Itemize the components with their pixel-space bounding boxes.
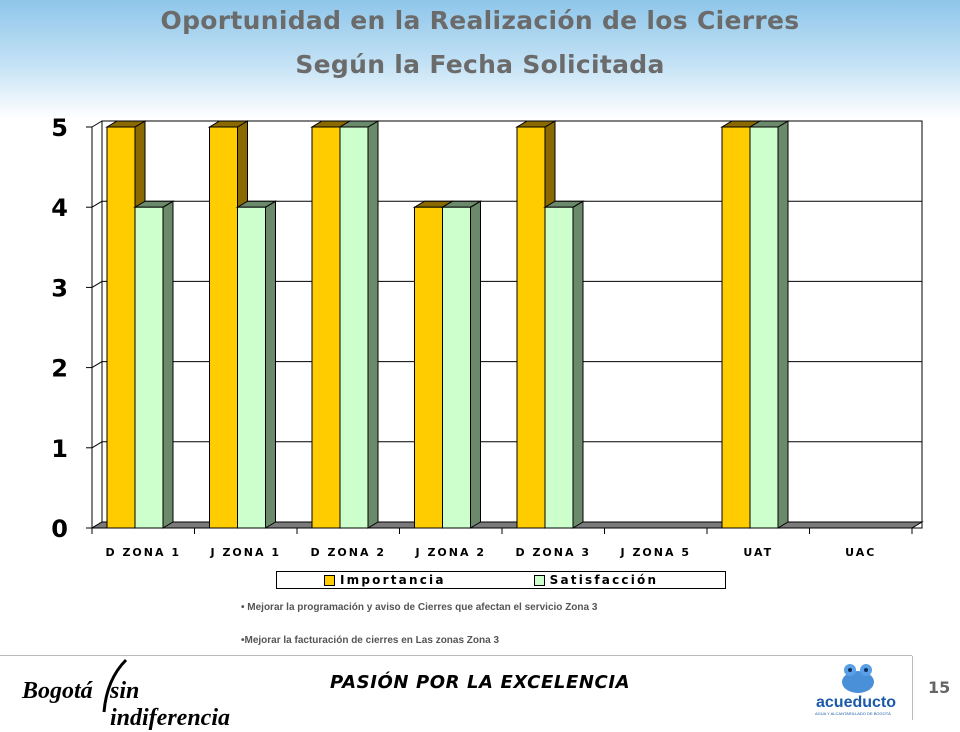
y-tick-label: 2 xyxy=(51,355,68,383)
x-category-label: J ZONA 5 xyxy=(620,546,691,559)
bar-importancia xyxy=(311,126,341,529)
slide-title-line1: Oportunidad en la Realización de los Cie… xyxy=(160,6,800,35)
bar-satisfacción xyxy=(339,126,369,529)
acueducto-wordmark: acueducto xyxy=(816,694,897,711)
footer-divider xyxy=(0,655,912,656)
page-number: 15 xyxy=(928,678,951,697)
slide-title-line2: Según la Fecha Solicitada xyxy=(295,50,665,79)
bar-satisfacción xyxy=(134,206,164,529)
gridline-side xyxy=(91,120,103,128)
bar-importancia xyxy=(414,206,443,529)
bogota-logo-tagline: sin indiferencia xyxy=(110,678,230,731)
x-category-label: D ZONA 1 xyxy=(106,546,182,559)
legend-item-satisfaccion: Satisfacción xyxy=(533,573,659,587)
gridline-side xyxy=(91,361,103,369)
gridline-side xyxy=(91,200,103,208)
bar-importancia xyxy=(721,126,751,529)
footer-vertical-divider xyxy=(912,656,913,720)
bar-side xyxy=(777,120,789,529)
acueducto-logo: acueducto AGUA Y ALCANTARILLADO DE BOGOT… xyxy=(812,660,902,716)
bar-satisfacción xyxy=(544,206,574,529)
bar-importancia xyxy=(209,126,238,529)
bar-side xyxy=(470,200,481,529)
x-category-label: UAT xyxy=(743,546,773,559)
gridline-side xyxy=(91,280,103,288)
bar-importancia xyxy=(106,126,136,529)
y-tick-label: 5 xyxy=(51,114,68,142)
bar-side xyxy=(265,200,276,529)
bar-satisfacción xyxy=(237,206,266,529)
bogota-logo: Bogotá sin indiferencia xyxy=(22,658,242,731)
bar-satisfacción xyxy=(749,126,779,529)
bar-importancia xyxy=(516,126,546,529)
bogota-logo-word: Bogotá xyxy=(22,678,93,704)
bar-side xyxy=(572,200,584,529)
frog-icon xyxy=(842,664,874,693)
bar-side xyxy=(367,120,379,529)
y-tick-label: 4 xyxy=(51,194,68,222)
note-1: • Mejorar la programación y aviso de Cie… xyxy=(241,602,598,613)
x-category-label: J ZONA 2 xyxy=(415,546,486,559)
acueducto-subtitle: AGUA Y ALCANTARILLADO DE BOGOTÁ xyxy=(815,711,891,716)
footer-slogan: PASIÓN POR LA EXCELENCIA xyxy=(330,672,631,693)
y-tick-label: 3 xyxy=(51,274,68,302)
bar-chart: 0 1 2 3 4 5 D ZONA 1 J ZONA 1 D ZONA 2 J ZONA 2 D … xyxy=(51,114,924,559)
bar-side xyxy=(162,200,174,529)
gridline-side xyxy=(91,441,103,449)
bar-satisfacción xyxy=(442,206,471,529)
header-band xyxy=(0,0,960,118)
y-tick-label: 1 xyxy=(51,435,68,463)
legend-item-importancia: Importancia xyxy=(324,573,446,587)
y-tick-label: 0 xyxy=(51,515,68,543)
x-category-label: D ZONA 2 xyxy=(311,546,387,559)
legend-label-importancia: Importancia xyxy=(340,573,446,587)
x-category-label: UAC xyxy=(845,546,876,559)
x-category-label: D ZONA 3 xyxy=(516,546,592,559)
x-category-label: J ZONA 1 xyxy=(210,546,281,559)
bogota-logo-swoosh-icon xyxy=(102,658,128,713)
legend-swatch-importancia xyxy=(324,574,335,586)
note-2: •Mejorar la facturación de cierres en La… xyxy=(241,635,500,646)
chart-legend: Importancia Satisfacción xyxy=(276,571,726,589)
legend-swatch-satisfaccion xyxy=(533,574,545,586)
legend-label-satisfaccion: Satisfacción xyxy=(549,573,659,587)
